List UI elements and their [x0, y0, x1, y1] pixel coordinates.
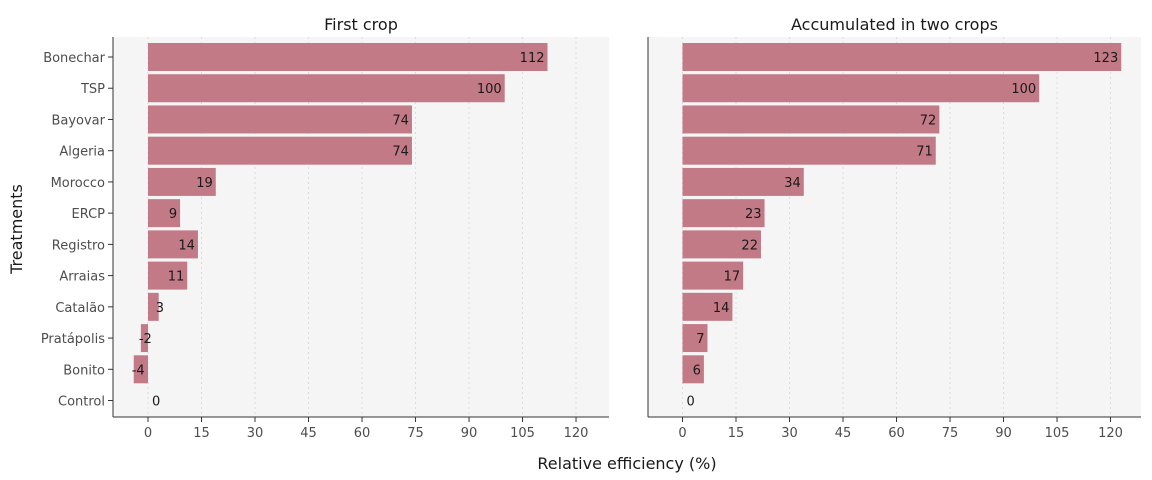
x-tick-label: 15: [193, 426, 210, 441]
data-label: 7: [696, 332, 704, 347]
data-label: 17: [724, 270, 741, 285]
bar: [148, 167, 216, 196]
bar: [682, 136, 936, 165]
category-label: Arraias: [59, 270, 105, 285]
x-tick-label: 105: [510, 426, 535, 441]
panel-first-crop: First crop 112 Bonechar 100 TSP 74 Bayovar 74 Al…: [41, 15, 609, 441]
data-label: 72: [920, 113, 937, 128]
data-label: 74: [392, 113, 409, 128]
x-tick-label: 30: [247, 426, 264, 441]
data-label: -2: [139, 332, 152, 347]
x-tick-label: 120: [564, 426, 589, 441]
bar: [682, 261, 744, 290]
data-label: 19: [196, 176, 213, 191]
bar: [148, 230, 198, 259]
data-label: 100: [1011, 82, 1036, 97]
panel-accumulated: Accumulated in two crops 123 100 72 71 34 23 22…: [647, 15, 1141, 441]
category-label: TSP: [80, 82, 105, 97]
category-label: Bonito: [63, 363, 105, 378]
category-label: Algeria: [59, 145, 105, 160]
category-label: Bonechar: [43, 51, 105, 66]
data-label: 34: [784, 176, 801, 191]
category-label: Registro: [52, 238, 105, 253]
x-tick-label: 60: [888, 426, 905, 441]
data-label: 6: [693, 363, 701, 378]
data-label: 0: [687, 395, 695, 410]
data-label: 23: [745, 207, 762, 222]
bar: [682, 199, 765, 228]
panel-title: Accumulated in two crops: [791, 15, 998, 34]
data-label: 22: [741, 238, 758, 253]
bar: [148, 136, 412, 165]
x-axis-title: Relative efficiency (%): [537, 454, 716, 473]
bar: [682, 355, 704, 384]
data-label: 112: [520, 51, 545, 66]
x-tick-label: 15: [728, 426, 745, 441]
x-tick-label: 75: [407, 426, 424, 441]
bar: [682, 43, 1122, 71]
data-label: 100: [477, 82, 502, 97]
bar: [682, 105, 940, 134]
x-tick-label: 0: [144, 426, 152, 441]
x-tick-label: 0: [678, 426, 686, 441]
category-label: Control: [58, 395, 105, 410]
data-label: 123: [1093, 51, 1118, 66]
category-label: Pratápolis: [41, 332, 105, 347]
bar: [148, 43, 548, 71]
data-label: -4: [132, 363, 145, 378]
x-tick-label: 45: [835, 426, 852, 441]
data-label: 0: [152, 395, 160, 410]
bar: [148, 261, 188, 290]
x-tick-label: 105: [1045, 426, 1070, 441]
category-label: Catalão: [55, 301, 105, 316]
data-label: 14: [178, 238, 195, 253]
bar: [682, 167, 804, 196]
bar: [682, 74, 1040, 103]
bar: [148, 74, 505, 103]
bar: [682, 230, 761, 259]
bar: [682, 324, 708, 353]
category-label: Morocco: [51, 176, 105, 191]
x-tick-label: 90: [995, 426, 1012, 441]
bar: [140, 324, 148, 353]
data-label: 9: [169, 207, 177, 222]
x-tick-label: 30: [781, 426, 798, 441]
x-tick-label: 45: [300, 426, 317, 441]
bar: [148, 292, 159, 321]
data-label: 11: [168, 270, 185, 285]
category-label: ERCP: [71, 207, 105, 222]
x-tick-label: 120: [1098, 426, 1123, 441]
data-label: 3: [156, 301, 164, 316]
panel-title: First crop: [324, 15, 398, 34]
x-tick-label: 75: [942, 426, 959, 441]
bar: [133, 355, 148, 384]
bar: [682, 292, 733, 321]
x-tick-label: 60: [354, 426, 371, 441]
data-label: 71: [916, 145, 933, 160]
bar: [148, 105, 412, 134]
y-axis-title: Treatments: [7, 184, 26, 275]
data-label: 14: [713, 301, 730, 316]
x-tick-label: 90: [461, 426, 478, 441]
bar: [148, 199, 181, 228]
data-label: 74: [392, 145, 409, 160]
category-label: Bayovar: [51, 113, 105, 128]
